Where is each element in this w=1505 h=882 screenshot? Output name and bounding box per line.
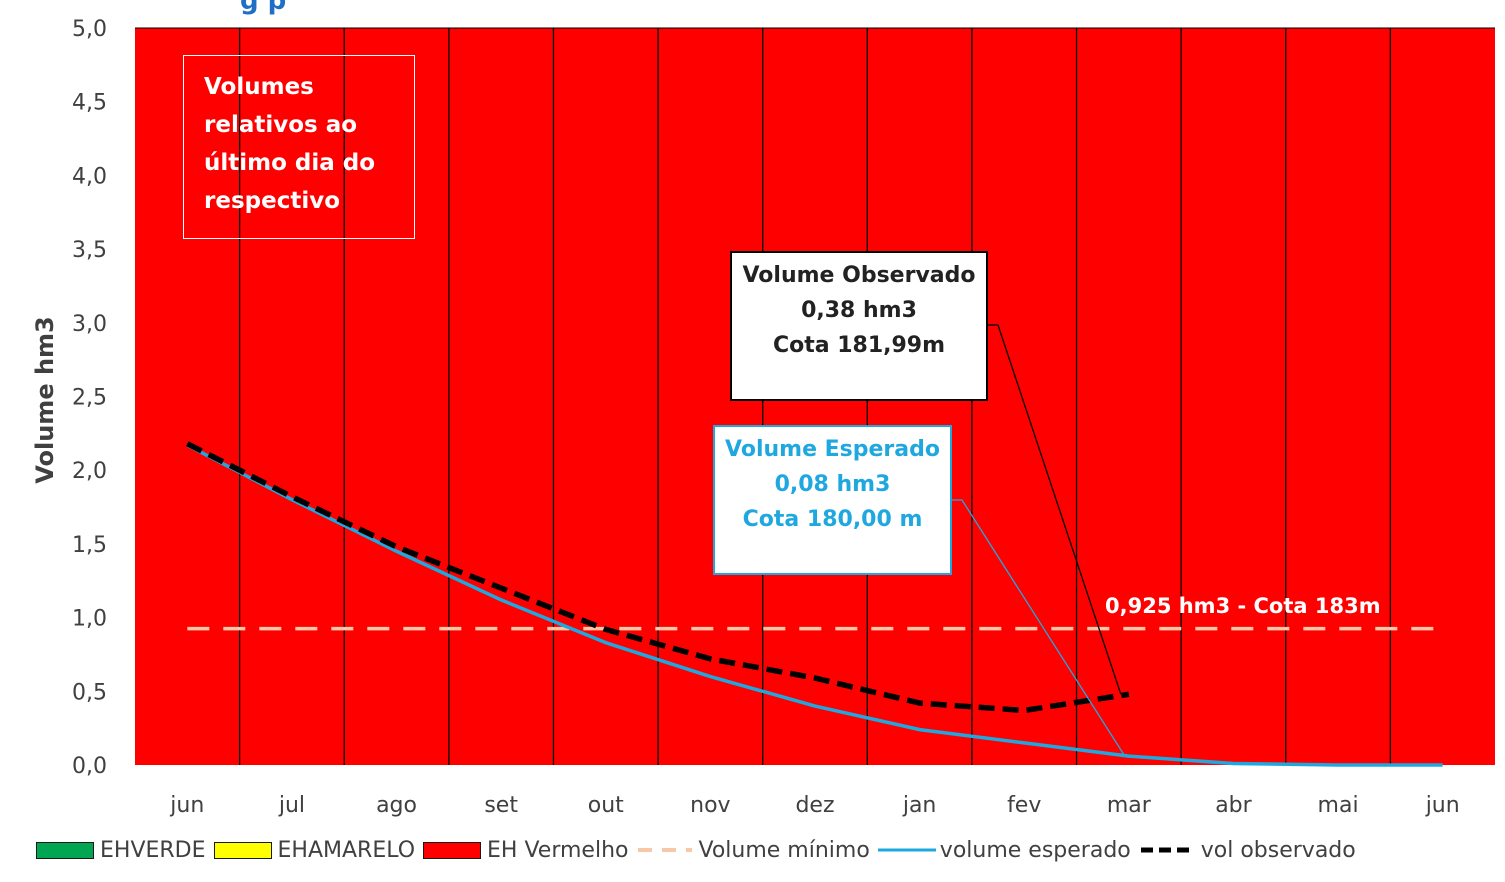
x-tick-label: set xyxy=(484,793,518,818)
info-line: respectivo xyxy=(204,188,341,214)
legend-swatch xyxy=(36,841,94,859)
x-tick-label: abr xyxy=(1215,793,1252,818)
legend-item-ehverde: EHVERDE xyxy=(36,838,206,863)
callout-elevation: Cota 181,99m xyxy=(772,333,946,358)
y-tick-label: 1,5 xyxy=(72,533,107,558)
legend-label: EH Vermelho xyxy=(487,837,629,863)
legend-label: EHVERDE xyxy=(100,837,206,863)
legend-item-ehamarelo: EHAMARELO xyxy=(213,837,416,863)
expected-callout-leader xyxy=(952,499,1126,757)
x-tick-label: jan xyxy=(902,793,937,818)
y-tick-label: 2,0 xyxy=(72,459,107,484)
y-tick-label: 0,5 xyxy=(72,680,107,705)
y-tick-label: 2,5 xyxy=(72,386,107,411)
callout-volume: 0,08 hm3 xyxy=(774,472,891,497)
series-vol-observado xyxy=(186,441,1130,714)
x-tick-label: mai xyxy=(1318,793,1359,818)
y-axis-label: Volume hm3 xyxy=(31,316,59,484)
y-tick-label: 4,5 xyxy=(72,91,107,116)
x-tick-label: fev xyxy=(1007,793,1041,818)
chart-title-fragment: g p xyxy=(240,0,287,16)
info-annotation: Volumes relativos ao último dia do respe… xyxy=(183,55,415,239)
observed-callout-leader xyxy=(988,324,1122,695)
legend-swatch xyxy=(1140,847,1195,853)
x-tick-label: dez xyxy=(795,793,834,818)
x-tick-label: jun xyxy=(1425,793,1460,818)
observed-volume-callout: Volume Observado 0,38 hm3 Cota 181,99m xyxy=(730,251,988,401)
legend-item-eh-vermelho: EH Vermelho xyxy=(423,838,628,863)
legend-swatch xyxy=(877,848,936,852)
legend-item-volume-minimo: Volume mínimo xyxy=(636,837,870,863)
x-tick-label: out xyxy=(588,793,624,818)
legend-label: vol observado xyxy=(1200,837,1356,863)
legend-swatch xyxy=(213,841,272,859)
callout-title: Volume Observado xyxy=(742,263,976,288)
y-tick-label: 3,0 xyxy=(72,312,107,337)
callout-elevation: Cota 180,00 m xyxy=(742,507,923,532)
legend-label: EHAMARELO xyxy=(277,837,416,863)
x-tick-label: jul xyxy=(278,793,305,818)
y-tick-label: 1,0 xyxy=(72,607,107,632)
info-line: Volumes xyxy=(204,74,314,100)
legend-label: Volume mínimo xyxy=(698,837,870,863)
x-tick-label: ago xyxy=(376,793,417,818)
y-tick-label: 3,5 xyxy=(72,238,107,263)
info-line: último dia do xyxy=(204,150,376,176)
y-tick-label: 0,0 xyxy=(72,754,107,779)
expected-volume-callout: Volume Esperado 0,08 hm3 Cota 180,00 m xyxy=(713,425,952,575)
callout-volume: 0,38 hm3 xyxy=(801,298,917,323)
y-tick-label: 5,0 xyxy=(72,17,107,42)
legend-label: volume esperado xyxy=(939,837,1131,863)
legend-swatch xyxy=(423,841,482,859)
info-line: relativos ao xyxy=(204,112,358,138)
x-tick-label: nov xyxy=(690,793,730,818)
series-volume-esperado xyxy=(186,443,1443,767)
callout-title: Volume Esperado xyxy=(725,437,940,462)
legend-swatch xyxy=(638,848,693,852)
chart-legend: EHVERDE EHAMARELO EH Vermelho Volume mín… xyxy=(36,836,1364,864)
min-volume-label: 0,925 hm3 - Cota 183m xyxy=(1105,594,1381,618)
y-tick-label: 4,0 xyxy=(72,164,107,189)
legend-item-volume-esperado: volume esperado xyxy=(877,837,1131,863)
x-tick-label: jun xyxy=(169,793,204,818)
legend-item-vol-observado: vol observado xyxy=(1139,838,1356,863)
x-tick-label: mar xyxy=(1107,793,1152,818)
